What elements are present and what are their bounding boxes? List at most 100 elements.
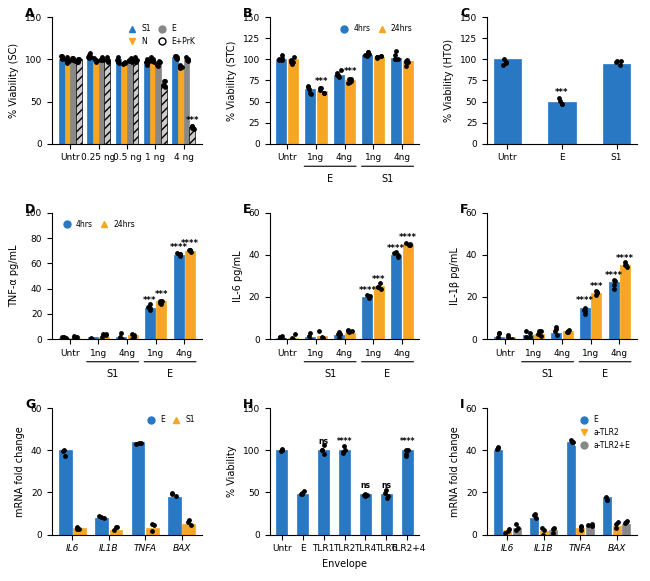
Point <box>536 326 546 335</box>
Point <box>521 333 531 342</box>
Point <box>315 84 325 93</box>
Point <box>102 55 112 64</box>
Bar <box>402 450 413 535</box>
Bar <box>523 335 532 339</box>
Point <box>285 56 296 65</box>
Point <box>335 66 346 75</box>
Point <box>532 329 543 339</box>
Point <box>187 121 197 131</box>
Point <box>583 521 593 530</box>
Point <box>620 518 630 527</box>
Bar <box>183 524 195 535</box>
Point <box>359 490 370 499</box>
Point <box>70 333 81 342</box>
Point <box>567 437 577 447</box>
Bar <box>603 64 630 144</box>
Point <box>586 522 597 531</box>
Text: E: E <box>167 370 173 379</box>
Point <box>73 56 83 65</box>
Legend: 4hrs, 24hrs: 4hrs, 24hrs <box>56 217 138 232</box>
Point <box>147 519 157 528</box>
Bar <box>580 307 590 339</box>
Point <box>86 333 96 342</box>
Point <box>84 53 95 63</box>
Point <box>142 55 152 64</box>
Bar <box>184 59 190 144</box>
Point <box>276 444 287 453</box>
Point <box>306 335 316 345</box>
Point <box>318 441 329 450</box>
Point <box>141 57 151 66</box>
Bar <box>494 59 521 144</box>
Point <box>337 449 348 458</box>
Point <box>146 52 157 62</box>
Point <box>97 56 107 65</box>
Point <box>183 515 194 525</box>
Point <box>130 52 140 62</box>
Point <box>57 446 68 456</box>
Bar <box>586 526 593 535</box>
Point <box>622 262 632 271</box>
Text: G: G <box>25 399 35 411</box>
Point <box>84 49 95 58</box>
Point <box>63 56 73 66</box>
Point <box>521 326 531 335</box>
Point <box>376 51 386 60</box>
Point <box>564 325 574 335</box>
Point <box>90 55 100 64</box>
Point <box>177 63 187 72</box>
Bar <box>592 293 601 339</box>
Text: ***: *** <box>372 275 385 284</box>
Point <box>118 59 129 68</box>
Bar <box>363 55 372 144</box>
Point <box>577 523 587 532</box>
Point <box>616 56 626 65</box>
Point <box>345 77 356 87</box>
Point <box>58 446 69 455</box>
Text: ns: ns <box>361 481 370 490</box>
Y-axis label: TNF-α pg/mL: TNF-α pg/mL <box>10 245 20 307</box>
Bar <box>87 56 93 144</box>
Point <box>144 299 155 309</box>
Point <box>550 326 560 335</box>
Point <box>60 55 71 64</box>
Point <box>187 123 197 132</box>
Point <box>114 332 125 342</box>
Point <box>376 284 387 293</box>
Bar <box>99 336 109 339</box>
Bar <box>116 336 126 339</box>
Bar <box>131 442 144 535</box>
Bar <box>76 59 81 144</box>
Point <box>172 249 182 258</box>
Point <box>68 53 78 63</box>
Point <box>372 52 382 62</box>
Point <box>113 56 124 65</box>
Point <box>62 58 73 67</box>
Point <box>343 325 354 335</box>
Point <box>184 246 194 255</box>
Point <box>111 523 122 532</box>
Point <box>400 450 411 459</box>
Point <box>175 63 185 72</box>
Point <box>390 51 400 60</box>
Bar <box>104 59 110 144</box>
Point <box>304 329 315 338</box>
Point <box>372 52 382 62</box>
Bar <box>608 282 619 339</box>
Point <box>287 59 298 69</box>
Bar <box>613 526 621 535</box>
Point <box>159 77 170 86</box>
Text: ***: *** <box>590 282 603 290</box>
Point <box>69 332 79 342</box>
Point <box>101 54 112 63</box>
Point <box>332 71 343 80</box>
Point <box>72 523 83 532</box>
Point <box>621 518 631 527</box>
Text: S1: S1 <box>541 370 554 379</box>
Text: ***: *** <box>155 290 168 299</box>
Point <box>274 55 285 64</box>
Bar <box>339 450 350 535</box>
Text: I: I <box>460 399 465 411</box>
Point <box>112 522 122 532</box>
Point <box>183 57 193 66</box>
